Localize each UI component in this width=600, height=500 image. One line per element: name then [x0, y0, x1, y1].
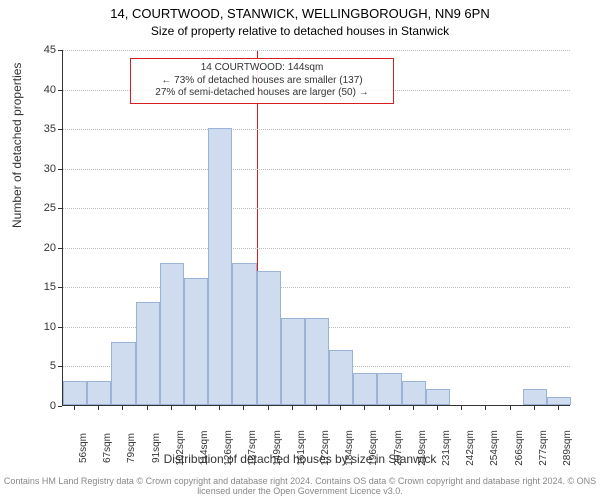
xtick-mark	[340, 406, 341, 410]
xtick-label: 126sqm	[223, 430, 234, 466]
histogram-bar	[111, 342, 135, 405]
xtick-label: 56sqm	[78, 433, 89, 463]
xtick-mark	[98, 406, 99, 410]
xtick-label: 266sqm	[514, 430, 525, 466]
gridline	[63, 169, 570, 170]
xtick-label: 161sqm	[296, 430, 307, 466]
ytick-mark	[58, 50, 62, 51]
xtick-label: 242sqm	[465, 430, 476, 466]
histogram-bar	[353, 373, 377, 405]
ytick-mark	[58, 327, 62, 328]
histogram-chart: 14, COURTWOOD, STANWICK, WELLINGBOROUGH,…	[0, 0, 600, 500]
xtick-label: 67sqm	[102, 433, 113, 463]
ytick-label: 5	[26, 360, 56, 372]
histogram-bar	[281, 318, 305, 405]
ytick-label: 45	[26, 44, 56, 56]
xtick-mark	[292, 406, 293, 410]
xtick-mark	[195, 406, 196, 410]
annotation-line: 27% of semi-detached houses are larger (…	[137, 87, 387, 100]
y-axis-label: Number of detached properties	[10, 63, 24, 228]
xtick-label: 137sqm	[247, 430, 258, 466]
ytick-label: 10	[26, 321, 56, 333]
xtick-label: 172sqm	[320, 430, 331, 466]
histogram-bar	[232, 263, 256, 405]
xtick-mark	[437, 406, 438, 410]
ytick-label: 30	[26, 163, 56, 175]
ytick-label: 35	[26, 123, 56, 135]
histogram-bar	[208, 128, 232, 405]
xtick-mark	[243, 406, 244, 410]
xtick-mark	[510, 406, 511, 410]
histogram-bar	[136, 302, 160, 405]
xtick-label: 102sqm	[175, 430, 186, 466]
histogram-bar	[305, 318, 329, 405]
histogram-bar	[523, 389, 547, 405]
gridline	[63, 248, 570, 249]
xtick-mark	[558, 406, 559, 410]
ytick-mark	[58, 169, 62, 170]
footer-attribution: Contains HM Land Registry data © Crown c…	[0, 476, 600, 496]
xtick-mark	[147, 406, 148, 410]
annotation-line: 14 COURTWOOD: 144sqm	[137, 62, 387, 75]
histogram-bar	[87, 381, 111, 405]
gridline	[63, 129, 570, 130]
histogram-bar	[426, 389, 450, 405]
ytick-mark	[58, 287, 62, 288]
histogram-bar	[402, 381, 426, 405]
xtick-mark	[219, 406, 220, 410]
histogram-bar	[377, 373, 401, 405]
xtick-label: 254sqm	[489, 430, 500, 466]
xtick-mark	[171, 406, 172, 410]
xtick-mark	[485, 406, 486, 410]
xtick-mark	[461, 406, 462, 410]
ytick-label: 20	[26, 242, 56, 254]
xtick-label: 207sqm	[393, 430, 404, 466]
gridline	[63, 287, 570, 288]
xtick-mark	[534, 406, 535, 410]
xtick-label: 91sqm	[151, 433, 162, 463]
histogram-bar	[63, 381, 87, 405]
ytick-mark	[58, 406, 62, 407]
ytick-mark	[58, 248, 62, 249]
ytick-label: 25	[26, 202, 56, 214]
xtick-label: 114sqm	[199, 431, 210, 466]
ytick-mark	[58, 90, 62, 91]
xtick-label: 149sqm	[272, 430, 283, 466]
xtick-label: 219sqm	[417, 430, 428, 466]
ytick-label: 0	[26, 400, 56, 412]
histogram-bar	[547, 397, 571, 405]
gridline	[63, 50, 570, 51]
xtick-label: 196sqm	[368, 430, 379, 466]
xtick-mark	[389, 406, 390, 410]
xtick-label: 79sqm	[126, 433, 137, 463]
xtick-label: 289sqm	[562, 430, 573, 466]
ytick-label: 40	[26, 84, 56, 96]
xtick-mark	[316, 406, 317, 410]
chart-title: 14, COURTWOOD, STANWICK, WELLINGBOROUGH,…	[0, 6, 600, 21]
xtick-mark	[268, 406, 269, 410]
xtick-label: 184sqm	[344, 430, 355, 466]
xtick-mark	[364, 406, 365, 410]
annotation-line: ← 73% of detached houses are smaller (13…	[137, 75, 387, 88]
gridline	[63, 208, 570, 209]
ytick-mark	[58, 208, 62, 209]
xtick-mark	[122, 406, 123, 410]
ytick-mark	[58, 366, 62, 367]
chart-subtitle: Size of property relative to detached ho…	[0, 24, 600, 38]
xtick-mark	[413, 406, 414, 410]
histogram-bar	[257, 271, 281, 405]
xtick-label: 277sqm	[538, 430, 549, 466]
histogram-bar	[329, 350, 353, 405]
histogram-bar	[160, 263, 184, 405]
xtick-label: 231sqm	[441, 430, 452, 466]
ytick-label: 15	[26, 281, 56, 293]
annotation-box: 14 COURTWOOD: 144sqm← 73% of detached ho…	[130, 58, 394, 104]
ytick-mark	[58, 129, 62, 130]
xtick-mark	[74, 406, 75, 410]
histogram-bar	[184, 278, 208, 405]
